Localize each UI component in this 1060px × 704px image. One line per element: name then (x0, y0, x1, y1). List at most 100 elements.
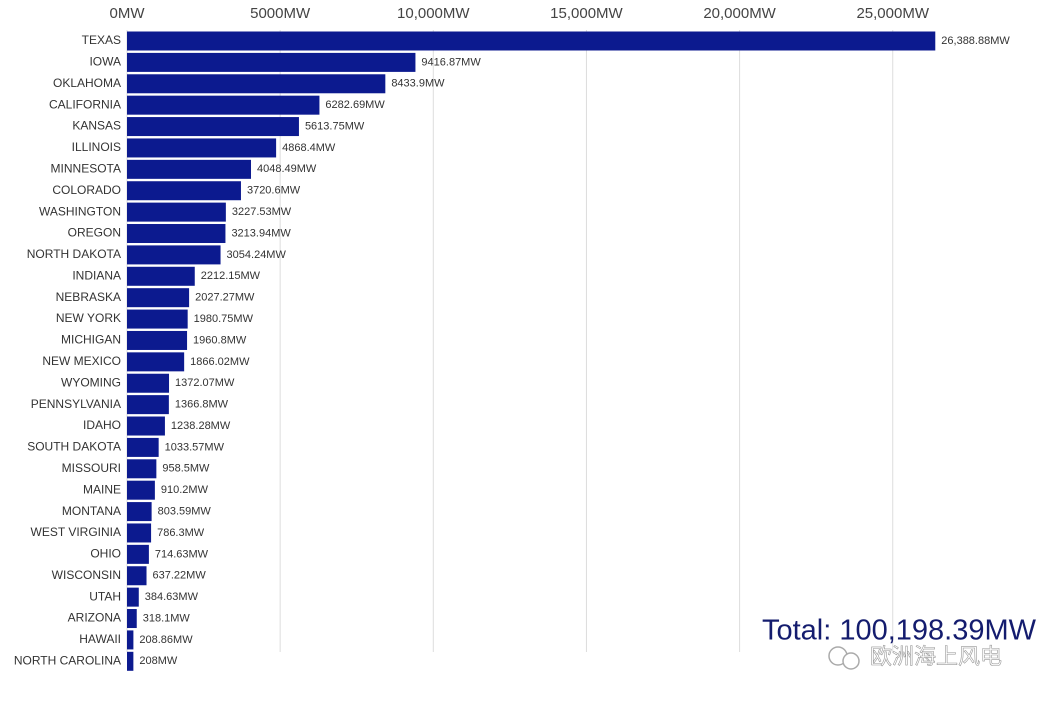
x-tick-label: 5000MW (250, 5, 311, 22)
y-tick-label: WASHINGTON (39, 204, 121, 218)
bar (127, 224, 226, 244)
y-tick-label: IDAHO (83, 418, 121, 432)
bar (127, 651, 134, 671)
bar (127, 117, 299, 137)
x-tick-label: 20,000MW (703, 5, 776, 22)
value-label: 2212.15MW (201, 270, 261, 282)
y-tick-label: COLORADO (52, 183, 121, 197)
y-tick-label: HAWAII (79, 632, 121, 646)
value-label: 786.3MW (157, 527, 205, 539)
value-label: 208MW (139, 655, 178, 667)
value-label: 318.1MW (143, 612, 191, 624)
value-label: 1238.28MW (171, 420, 231, 432)
y-tick-label: INDIANA (72, 268, 121, 282)
value-label: 714.63MW (155, 548, 209, 560)
y-tick-label: MONTANA (62, 504, 121, 518)
y-tick-label: UTAH (89, 589, 121, 603)
value-label: 1372.07MW (175, 377, 235, 389)
y-tick-label: NEW MEXICO (42, 354, 121, 368)
value-label: 1033.57MW (165, 441, 225, 453)
value-label: 5613.75MW (305, 120, 365, 132)
y-tick-label: WYOMING (61, 375, 121, 389)
y-tick-label: OKLAHOMA (53, 76, 121, 90)
bar (127, 395, 169, 415)
bar (127, 181, 241, 201)
watermark: 欧洲海上风电 (870, 644, 1002, 669)
bar (127, 138, 277, 158)
bar (127, 630, 134, 650)
value-label: 384.63MW (145, 591, 199, 603)
value-label: 1980.75MW (194, 313, 254, 325)
value-label: 4048.49MW (257, 163, 317, 175)
y-tick-label: TEXAS (82, 33, 121, 47)
value-label: 637.22MW (153, 570, 207, 582)
bar (127, 309, 188, 329)
y-tick-label: ILLINOIS (72, 140, 121, 154)
value-label: 958.5MW (162, 463, 210, 475)
bar (127, 74, 386, 94)
bar (127, 480, 155, 500)
y-tick-label: SOUTH DAKOTA (27, 440, 121, 454)
y-tick-label: IOWA (89, 55, 121, 69)
value-label: 26,388.88MW (941, 35, 1010, 47)
bar (127, 566, 147, 586)
y-tick-label: ARIZONA (68, 611, 121, 625)
bar (127, 502, 152, 522)
bar (127, 52, 416, 72)
y-tick-label: WISCONSIN (52, 568, 121, 582)
value-label: 910.2MW (161, 484, 209, 496)
value-label: 208.86MW (139, 634, 193, 646)
value-label: 3213.94MW (231, 227, 291, 239)
value-label: 4868.4MW (282, 142, 336, 154)
value-label: 1866.02MW (190, 356, 250, 368)
value-label: 3227.53MW (232, 206, 292, 218)
x-tick-label: 0MW (110, 5, 146, 22)
x-tick-label: 10,000MW (397, 5, 470, 22)
x-tick-label: 25,000MW (856, 5, 929, 22)
y-tick-label: WEST VIRGINIA (31, 525, 121, 539)
y-tick-label: NEW YORK (56, 311, 121, 325)
y-tick-label: OREGON (68, 226, 121, 240)
bar (127, 373, 170, 393)
bar (127, 266, 195, 286)
y-tick-label: MAINE (83, 482, 121, 496)
bar (127, 330, 188, 350)
bar (127, 288, 190, 308)
value-label: 6282.69MW (325, 99, 385, 111)
x-tick-label: 15,000MW (550, 5, 623, 22)
bar (127, 31, 936, 51)
bar (127, 544, 149, 564)
value-label: 1366.8MW (175, 399, 229, 411)
value-label: 3720.6MW (247, 185, 301, 197)
y-tick-label: PENNSYLVANIA (31, 397, 121, 411)
watermark-icon (828, 646, 860, 670)
y-tick-label: KANSAS (72, 119, 121, 133)
bar (127, 159, 252, 179)
value-label: 8433.9MW (391, 78, 445, 90)
y-tick-label: CALIFORNIA (49, 97, 121, 111)
total-label: Total: 100,198.39MW (762, 615, 1037, 647)
bar (127, 459, 157, 479)
value-label: 3054.24MW (227, 249, 287, 261)
bar (127, 95, 320, 115)
y-tick-label: NORTH DAKOTA (27, 247, 121, 261)
y-tick-label: NEBRASKA (56, 290, 121, 304)
value-label: 9416.87MW (421, 56, 481, 68)
y-tick-label: NORTH CAROLINA (14, 653, 121, 667)
bar (127, 352, 185, 372)
value-label: 2027.27MW (195, 292, 255, 304)
bar (127, 437, 159, 457)
y-tick-label: MISSOURI (62, 461, 121, 475)
bar (127, 523, 152, 543)
y-tick-label: MICHIGAN (61, 333, 121, 347)
value-label: 1960.8MW (193, 334, 247, 346)
bar (127, 587, 139, 607)
bar (127, 245, 221, 265)
bar (127, 416, 165, 436)
value-label: 803.59MW (158, 505, 212, 517)
y-tick-label: MINNESOTA (51, 162, 121, 176)
y-tick-label: OHIO (90, 547, 121, 561)
bar (127, 609, 137, 629)
bar (127, 202, 226, 222)
